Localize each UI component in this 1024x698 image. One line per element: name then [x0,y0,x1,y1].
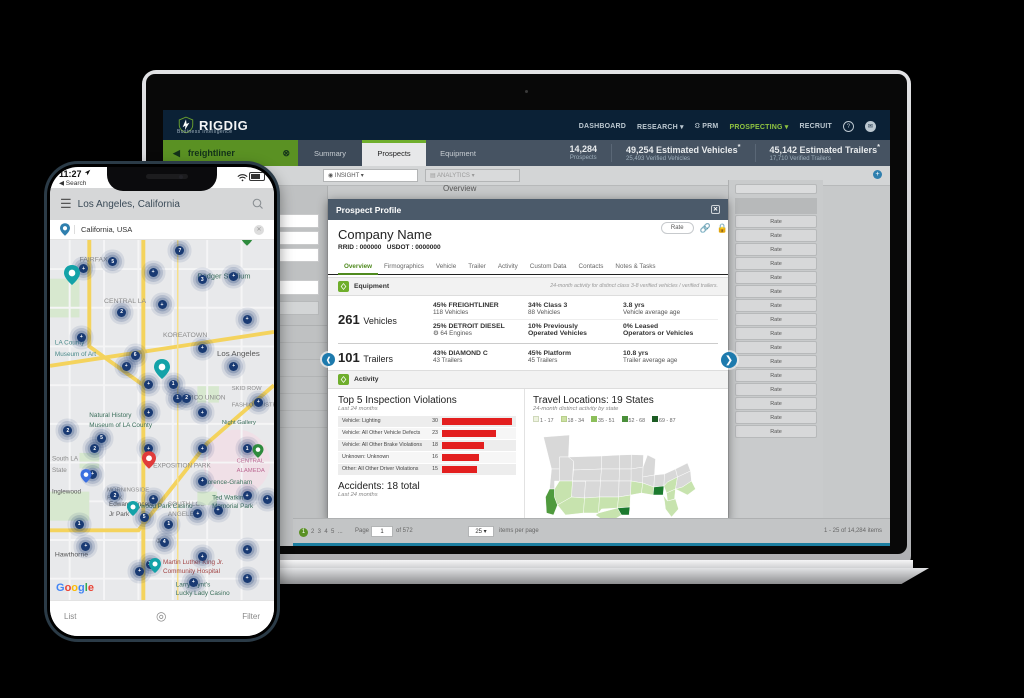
svg-text:South LA: South LA [52,456,79,463]
svg-text:ALAMEDA: ALAMEDA [237,468,265,474]
svg-text:Florence-Graham: Florence-Graham [202,479,252,486]
svg-text:Night Gallery: Night Gallery [222,420,256,426]
svg-text:Community Hospital: Community Hospital [163,568,220,575]
svg-text:PICO UNION: PICO UNION [188,395,226,402]
svg-text:Los Angeles: Los Angeles [217,349,260,358]
svg-text:Natural History: Natural History [89,412,132,419]
svg-text:FASHION DISTRICT: FASHION DISTRICT [232,402,274,408]
svg-text:Lucky Lady Casino: Lucky Lady Casino [176,590,230,597]
svg-text:State: State [52,467,67,474]
svg-text:SKID ROW: SKID ROW [232,386,262,392]
svg-text:Museum of Art: Museum of Art [55,351,96,358]
svg-text:EXPOSITION PARK: EXPOSITION PARK [153,462,211,469]
svg-text:Inglewood: Inglewood [52,489,82,496]
svg-text:Ted Watkins: Ted Watkins [212,494,246,501]
svg-text:Hawthorne: Hawthorne [55,551,88,558]
svg-text:Martin Luther King Jr.: Martin Luther King Jr. [163,559,224,566]
svg-text:CENTRAL LA: CENTRAL LA [104,298,147,305]
svg-text:KOREATOWN: KOREATOWN [163,332,207,339]
svg-text:Museum of LA County: Museum of LA County [89,422,153,429]
svg-text:FAIRFAX: FAIRFAX [79,256,108,263]
